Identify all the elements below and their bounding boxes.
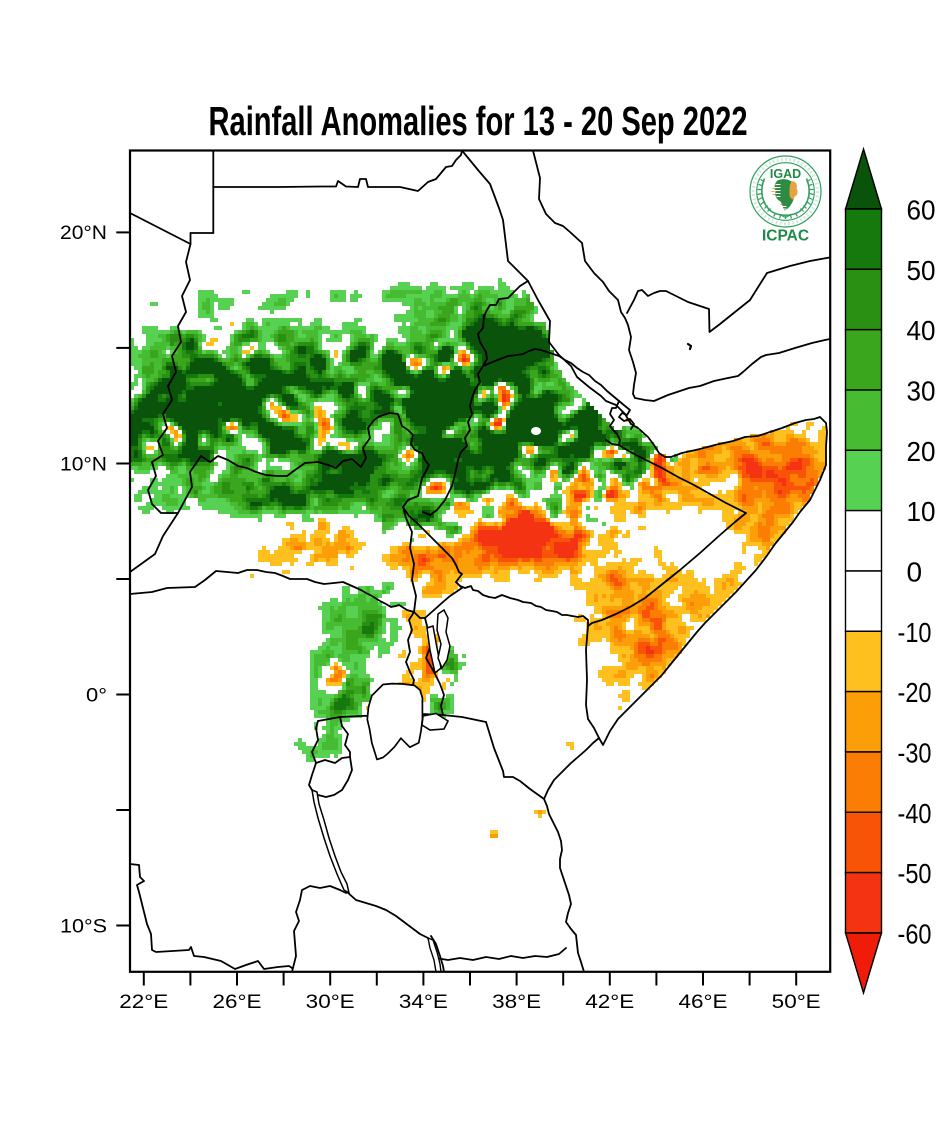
- svg-text:30: 30: [907, 376, 936, 407]
- svg-text:20°N: 20°N: [60, 223, 107, 244]
- svg-text:34°E: 34°E: [399, 992, 448, 1013]
- svg-text:10°S: 10°S: [60, 916, 107, 937]
- svg-text:50°E: 50°E: [772, 992, 821, 1013]
- svg-text:20: 20: [907, 436, 936, 467]
- svg-text:-10: -10: [898, 617, 932, 648]
- svg-text:22°E: 22°E: [119, 992, 168, 1013]
- svg-text:0°: 0°: [86, 685, 107, 706]
- svg-text:38°E: 38°E: [492, 992, 541, 1013]
- svg-text:ICPAC: ICPAC: [762, 228, 809, 245]
- svg-text:-30: -30: [898, 738, 932, 769]
- svg-text:30°E: 30°E: [306, 992, 355, 1013]
- svg-text:42°E: 42°E: [585, 992, 634, 1013]
- svg-text:10°N: 10°N: [60, 454, 107, 475]
- svg-text:46°E: 46°E: [679, 992, 728, 1013]
- svg-text:-40: -40: [898, 798, 932, 829]
- svg-text:-50: -50: [898, 858, 932, 889]
- svg-text:50: 50: [907, 255, 936, 286]
- svg-text:IGAD: IGAD: [770, 167, 801, 181]
- svg-text:40: 40: [907, 315, 936, 346]
- svg-text:10: 10: [907, 496, 936, 527]
- svg-text:60: 60: [907, 195, 936, 226]
- svg-text:26°E: 26°E: [213, 992, 262, 1013]
- svg-text:-20: -20: [898, 677, 932, 708]
- svg-text:0: 0: [907, 557, 923, 588]
- svg-text:Rainfall Anomalies for 13 - 20: Rainfall Anomalies for 13 - 20 Sep 2022: [209, 98, 748, 144]
- svg-text:-60: -60: [898, 919, 932, 950]
